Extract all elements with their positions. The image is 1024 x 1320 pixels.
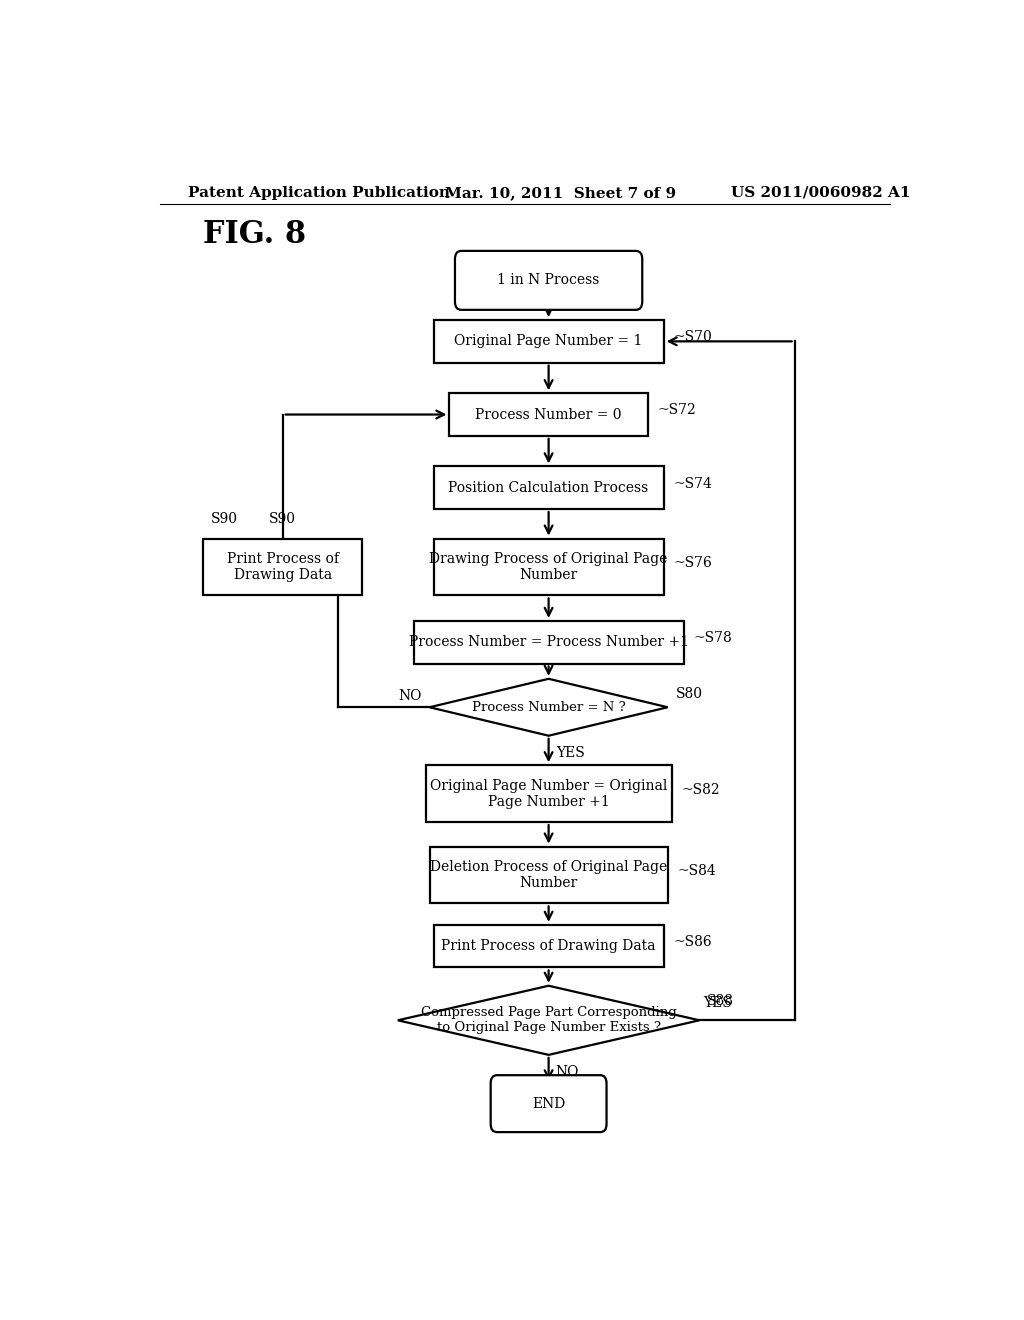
Text: US 2011/0060982 A1: US 2011/0060982 A1 xyxy=(731,186,910,199)
Text: 1 in N Process: 1 in N Process xyxy=(498,273,600,288)
Polygon shape xyxy=(430,678,668,735)
Text: Process Number = N ?: Process Number = N ? xyxy=(472,701,626,714)
Text: Compressed Page Part Corresponding
to Original Page Number Exists ?: Compressed Page Part Corresponding to Or… xyxy=(421,1006,677,1035)
Text: Patent Application Publication: Patent Application Publication xyxy=(187,186,450,199)
Polygon shape xyxy=(397,986,699,1055)
Text: ~S78: ~S78 xyxy=(693,631,732,645)
Text: ~S84: ~S84 xyxy=(677,863,716,878)
Text: ~S70: ~S70 xyxy=(673,330,712,345)
Text: Print Process of Drawing Data: Print Process of Drawing Data xyxy=(441,939,655,953)
Text: Original Page Number = 1: Original Page Number = 1 xyxy=(455,334,643,348)
Text: YES: YES xyxy=(703,997,732,1010)
Text: Process Number = Process Number +1: Process Number = Process Number +1 xyxy=(409,635,688,649)
Bar xyxy=(433,925,664,968)
Text: Drawing Process of Original Page
Number: Drawing Process of Original Page Number xyxy=(429,552,668,582)
Text: FIG. 8: FIG. 8 xyxy=(204,219,306,249)
Text: YES: YES xyxy=(557,746,586,760)
Bar xyxy=(433,539,664,595)
FancyBboxPatch shape xyxy=(490,1076,606,1133)
Text: END: END xyxy=(532,1097,565,1110)
Bar xyxy=(430,846,668,903)
Text: S90: S90 xyxy=(269,512,296,527)
Text: ~S76: ~S76 xyxy=(673,556,712,570)
Bar xyxy=(433,319,664,363)
Text: S90: S90 xyxy=(211,512,239,527)
Text: ~S82: ~S82 xyxy=(681,783,720,796)
Bar xyxy=(414,620,684,664)
Bar xyxy=(426,766,672,822)
Text: NO: NO xyxy=(398,689,422,704)
Bar xyxy=(433,466,664,510)
Bar xyxy=(450,393,648,436)
Text: Original Page Number = Original
Page Number +1: Original Page Number = Original Page Num… xyxy=(430,779,668,809)
Text: ~S72: ~S72 xyxy=(657,404,696,417)
Text: ~S86: ~S86 xyxy=(673,935,712,949)
Text: NO: NO xyxy=(555,1065,579,1078)
Text: S88: S88 xyxy=(708,994,734,1008)
Text: Deletion Process of Original Page
Number: Deletion Process of Original Page Number xyxy=(430,859,668,890)
FancyBboxPatch shape xyxy=(455,251,642,310)
Text: S80: S80 xyxy=(676,686,702,701)
Text: Process Number = 0: Process Number = 0 xyxy=(475,408,622,421)
Text: Mar. 10, 2011  Sheet 7 of 9: Mar. 10, 2011 Sheet 7 of 9 xyxy=(445,186,677,199)
Text: Position Calculation Process: Position Calculation Process xyxy=(449,480,649,495)
Text: ~S74: ~S74 xyxy=(673,477,712,491)
Text: Print Process of
Drawing Data: Print Process of Drawing Data xyxy=(226,552,339,582)
Bar xyxy=(204,539,362,595)
